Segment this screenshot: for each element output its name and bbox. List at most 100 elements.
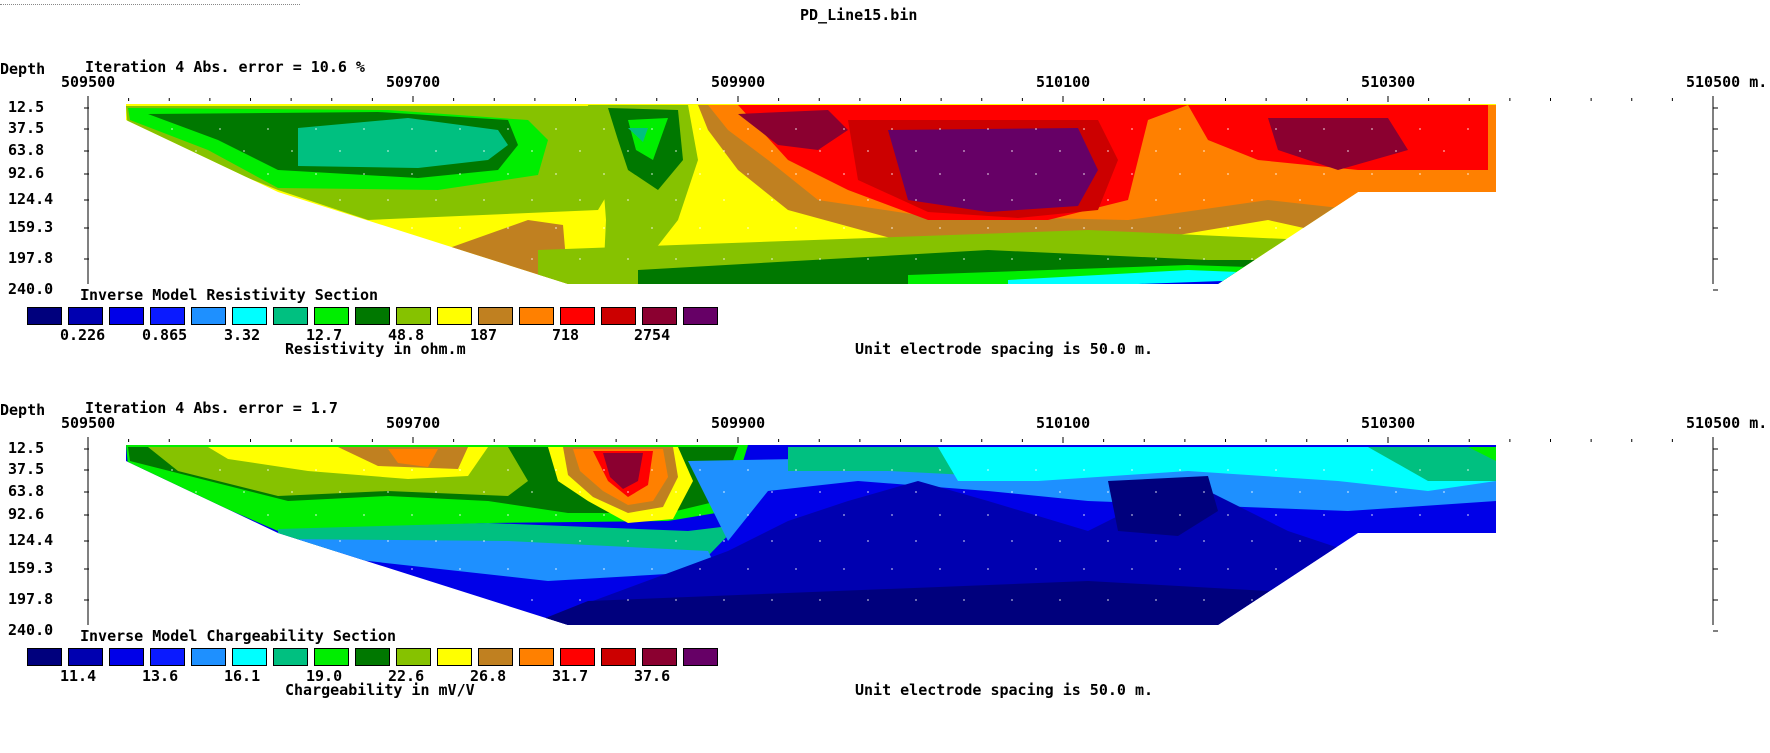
res-data-point: [1059, 199, 1061, 201]
res-data-point: [147, 150, 149, 152]
res-data-point: [555, 227, 557, 229]
res-legend-swatch: [519, 307, 554, 325]
ip-data-point: [1467, 469, 1469, 471]
res-data-point: [1035, 173, 1037, 175]
ip-data-point: [1131, 469, 1133, 471]
res-data-point: [1131, 227, 1133, 229]
ip-data-point: [267, 469, 269, 471]
res-data-point: [267, 227, 269, 229]
res-section-fill: [126, 104, 1496, 284]
ip-legend-swatch: [601, 648, 636, 666]
res-legend-swatch: [273, 307, 308, 325]
res-data-point: [1155, 199, 1157, 201]
ip-data-point: [963, 540, 965, 542]
res-depth-tick-label: 37.5: [8, 119, 45, 137]
res-legend-value: 187: [470, 326, 498, 344]
ip-data-point: [771, 599, 773, 601]
ip-data-point: [1371, 469, 1373, 471]
res-legend-swatch: [478, 307, 513, 325]
res-data-point: [1107, 258, 1109, 260]
ip-data-point: [1467, 514, 1469, 516]
ip-data-point: [795, 469, 797, 471]
res-data-point: [1275, 227, 1277, 229]
res-data-point: [171, 173, 173, 175]
res-data-point: [1395, 150, 1397, 152]
res-data-point: [267, 128, 269, 130]
res-legend-value: 2754: [634, 326, 671, 344]
res-data-point: [603, 173, 605, 175]
res-data-point: [411, 128, 413, 130]
res-data-point: [243, 150, 245, 152]
ip-data-point: [363, 514, 365, 516]
ip-data-point: [315, 514, 317, 516]
res-data-point: [291, 199, 293, 201]
ip-data-point: [1251, 599, 1253, 601]
res-data-point: [507, 173, 509, 175]
ip-legend-swatch: [314, 648, 349, 666]
res-depth-tick-label: 63.8: [8, 141, 45, 159]
ip-contour-region: [1368, 447, 1496, 481]
ip-data-point: [603, 568, 605, 570]
ip-data-point: [675, 599, 677, 601]
ip-section-title: Inverse Model Chargeability Section: [80, 627, 397, 645]
ip-legend-value: 26.8: [470, 667, 507, 685]
res-data-point: [507, 128, 509, 130]
res-data-point: [1299, 150, 1301, 152]
res-data-point: [195, 150, 197, 152]
res-data-point: [1371, 173, 1373, 175]
ip-legend-swatch: [232, 648, 267, 666]
ip-data-point: [171, 514, 173, 516]
ip-data-point: [867, 599, 869, 601]
ip-section-fill: [126, 445, 1496, 625]
res-data-point: [819, 258, 821, 260]
res-data-point: [675, 258, 677, 260]
res-contour-region: [298, 118, 508, 168]
res-legend-swatch: [642, 307, 677, 325]
ip-data-point: [963, 491, 965, 493]
res-depth-label: Depth: [0, 60, 46, 78]
res-legend-swatch: [560, 307, 595, 325]
res-legend-value: 12.7: [306, 326, 343, 344]
res-data-point: [339, 199, 341, 201]
ip-data-point: [483, 599, 485, 601]
ip-x-tick-label: 509700: [386, 414, 441, 432]
ip-data-point: [483, 491, 485, 493]
ip-data-point: [435, 491, 437, 493]
res-data-point: [963, 258, 965, 260]
ip-data-point: [579, 599, 581, 601]
res-data-point: [987, 173, 989, 175]
res-data-point: [891, 128, 893, 130]
res-legend-swatch: [355, 307, 390, 325]
res-data-point: [363, 128, 365, 130]
ip-data-point: [411, 469, 413, 471]
res-data-point: [891, 173, 893, 175]
ip-data-point: [459, 568, 461, 570]
res-contour-region: [628, 128, 648, 142]
ip-data-point: [579, 540, 581, 542]
res-data-point: [675, 150, 677, 152]
res-legend-swatch: [683, 307, 718, 325]
res-data-point: [771, 199, 773, 201]
res-data-point: [675, 199, 677, 201]
ip-data-point: [867, 540, 869, 542]
ip-data-point: [987, 568, 989, 570]
res-data-point: [867, 150, 869, 152]
res-data-point: [699, 173, 701, 175]
ip-data-point: [747, 568, 749, 570]
ip-data-point: [387, 540, 389, 542]
res-data-point: [1395, 199, 1397, 201]
res-depth-tick-label: 197.8: [8, 249, 54, 267]
res-data-point: [1179, 128, 1181, 130]
ip-legend-value: 37.6: [634, 667, 671, 685]
ip-legend-value: 16.1: [224, 667, 261, 685]
ip-data-point: [1035, 568, 1037, 570]
ip-legend-swatch: [437, 648, 472, 666]
res-data-point: [1107, 150, 1109, 152]
res-legend-swatch: [396, 307, 431, 325]
ip-data-point: [1227, 568, 1229, 570]
res-data-point: [483, 150, 485, 152]
res-data-point: [435, 199, 437, 201]
ip-data-point: [939, 469, 941, 471]
res-data-point: [315, 173, 317, 175]
ip-data-point: [1203, 599, 1205, 601]
